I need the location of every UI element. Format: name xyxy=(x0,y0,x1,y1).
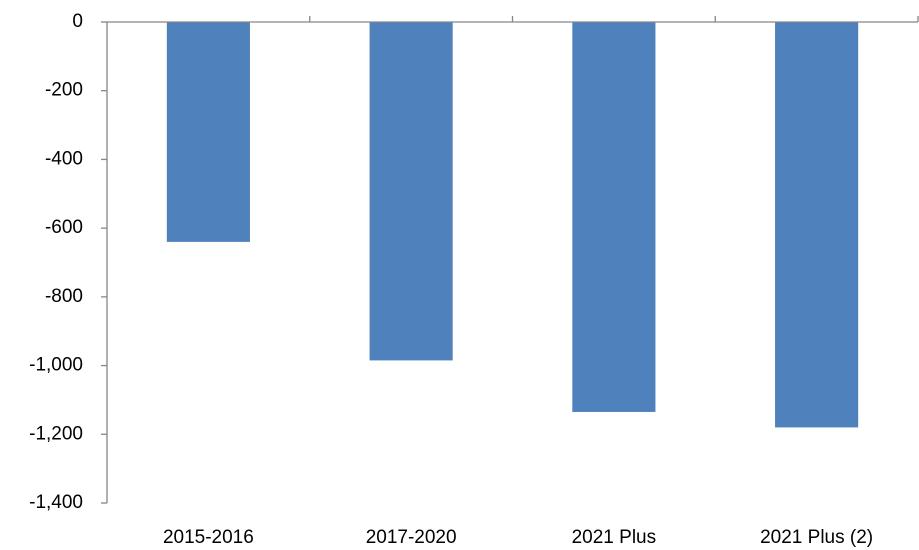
x-tick-label: 2015-2016 xyxy=(163,527,254,548)
y-tick-label: -1,400 xyxy=(29,492,83,513)
y-tick-label: -400 xyxy=(45,148,83,169)
bar xyxy=(572,22,656,412)
y-tick-label: -1,000 xyxy=(29,355,83,376)
y-tick-label: 0 xyxy=(72,11,83,32)
y-tick-label: -600 xyxy=(45,217,83,238)
bar xyxy=(369,22,453,361)
bar xyxy=(166,22,250,242)
x-tick-label: 2021 Plus xyxy=(572,527,657,548)
x-tick-label: 2017-2020 xyxy=(366,527,457,548)
y-tick-label: -800 xyxy=(45,286,83,307)
y-tick-label: -1,200 xyxy=(29,423,83,444)
y-tick-label: -200 xyxy=(45,80,83,101)
x-tick-label: 2021 Plus (2) xyxy=(760,527,873,548)
bar xyxy=(775,22,859,428)
